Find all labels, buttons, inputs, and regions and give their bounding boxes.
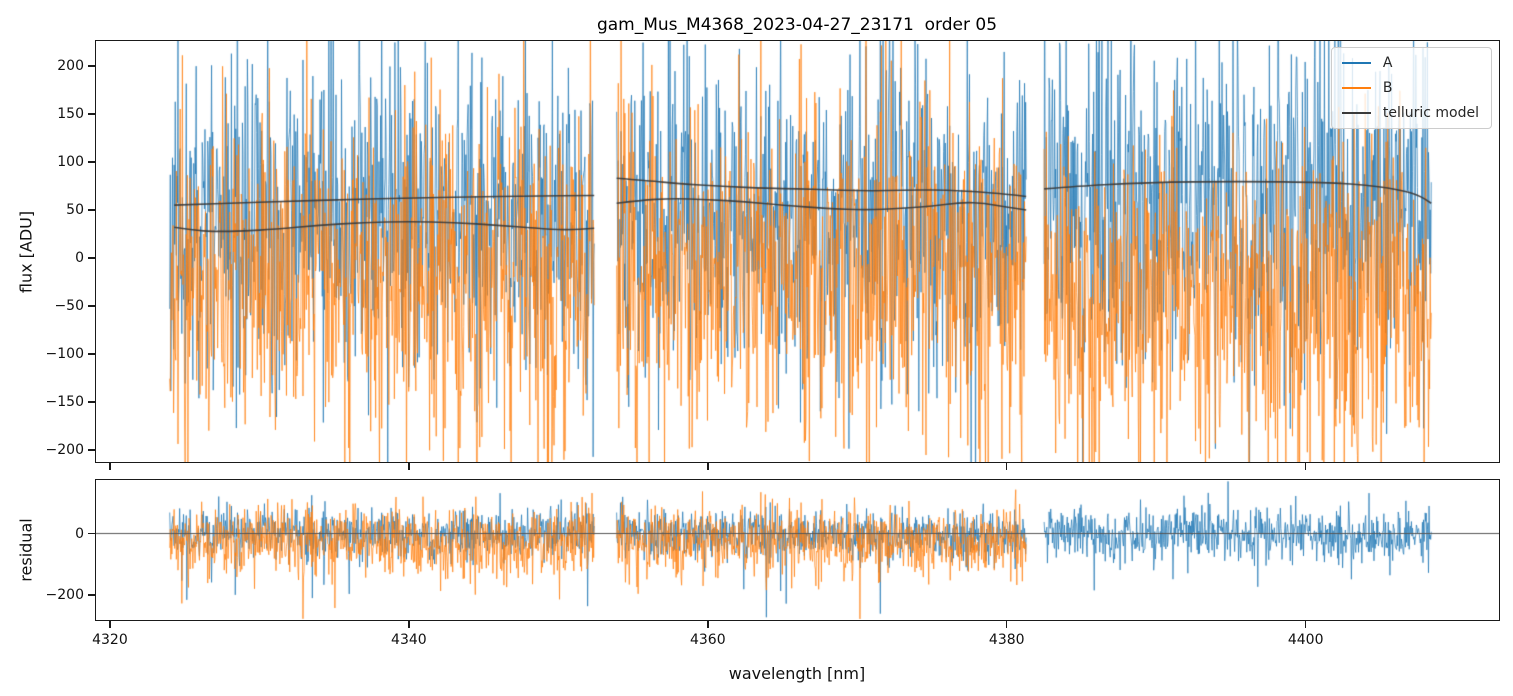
legend-item-telluric: telluric model (1341, 105, 1479, 122)
legend-item-a: A (1341, 55, 1479, 71)
x-axis-label: wavelength [nm] (728, 664, 866, 683)
flux-plot-canvas (95, 40, 1500, 463)
x-tick-label: 4340 (391, 632, 427, 648)
y-tick-mark (88, 305, 95, 307)
y-tick-label: 150 (57, 105, 84, 122)
legend: A B telluric model (1330, 47, 1492, 130)
y-tick-label: −150 (45, 394, 84, 411)
y-tick-mark (88, 65, 95, 67)
residual-plot-canvas (95, 479, 1500, 621)
plot-title: gam_Mus_M4368_2023-04-27_23171 order 05 (596, 15, 998, 35)
y-tick-mark (88, 161, 95, 163)
x-tick-mark (1304, 463, 1307, 470)
y-tick-label: −200 (45, 442, 84, 459)
y-tick-mark (88, 209, 95, 211)
legend-line-b-icon (1341, 87, 1371, 90)
y-tick-mark (88, 353, 95, 355)
y-tick-mark (88, 257, 95, 259)
y-tick-mark (88, 401, 95, 403)
y-tick-label: 200 (57, 57, 84, 74)
x-tick-mark (1006, 463, 1008, 470)
x-tick-mark (408, 621, 410, 628)
y-tick-mark (88, 449, 95, 451)
x-tick-mark (1304, 621, 1307, 628)
y-tick-mark (88, 113, 95, 115)
x-tick-label: 4400 (1287, 632, 1324, 648)
residual-axes (95, 479, 1500, 621)
x-tick-mark (707, 463, 709, 470)
x-tick-label: 4320 (92, 632, 128, 648)
y-tick-label: 0 (75, 525, 84, 542)
legend-label-b: B (1382, 80, 1393, 97)
y-tick-mark (88, 594, 95, 596)
y-tick-mark (88, 532, 95, 535)
y-tick-label: −200 (45, 587, 84, 604)
legend-item-b: B (1341, 80, 1479, 97)
flux-axes: A B telluric model (95, 40, 1500, 463)
x-tick-mark (109, 463, 111, 470)
x-tick-mark (408, 463, 410, 470)
x-tick-mark (707, 621, 709, 628)
y-tick-label: −50 (54, 297, 84, 314)
x-tick-label: 4380 (988, 632, 1025, 648)
y-tick-label: 100 (57, 153, 84, 170)
y-tick-label: 0 (75, 249, 84, 266)
y-tick-label: −100 (45, 346, 84, 362)
x-tick-mark (109, 621, 111, 628)
y-tick-label: 50 (66, 201, 84, 218)
legend-label-a: A (1382, 55, 1393, 71)
x-tick-label: 4360 (689, 632, 726, 648)
legend-line-telluric-icon (1341, 112, 1371, 115)
legend-line-a-icon (1341, 62, 1371, 65)
x-tick-mark (1006, 621, 1008, 628)
legend-label-telluric: telluric model (1382, 105, 1479, 122)
